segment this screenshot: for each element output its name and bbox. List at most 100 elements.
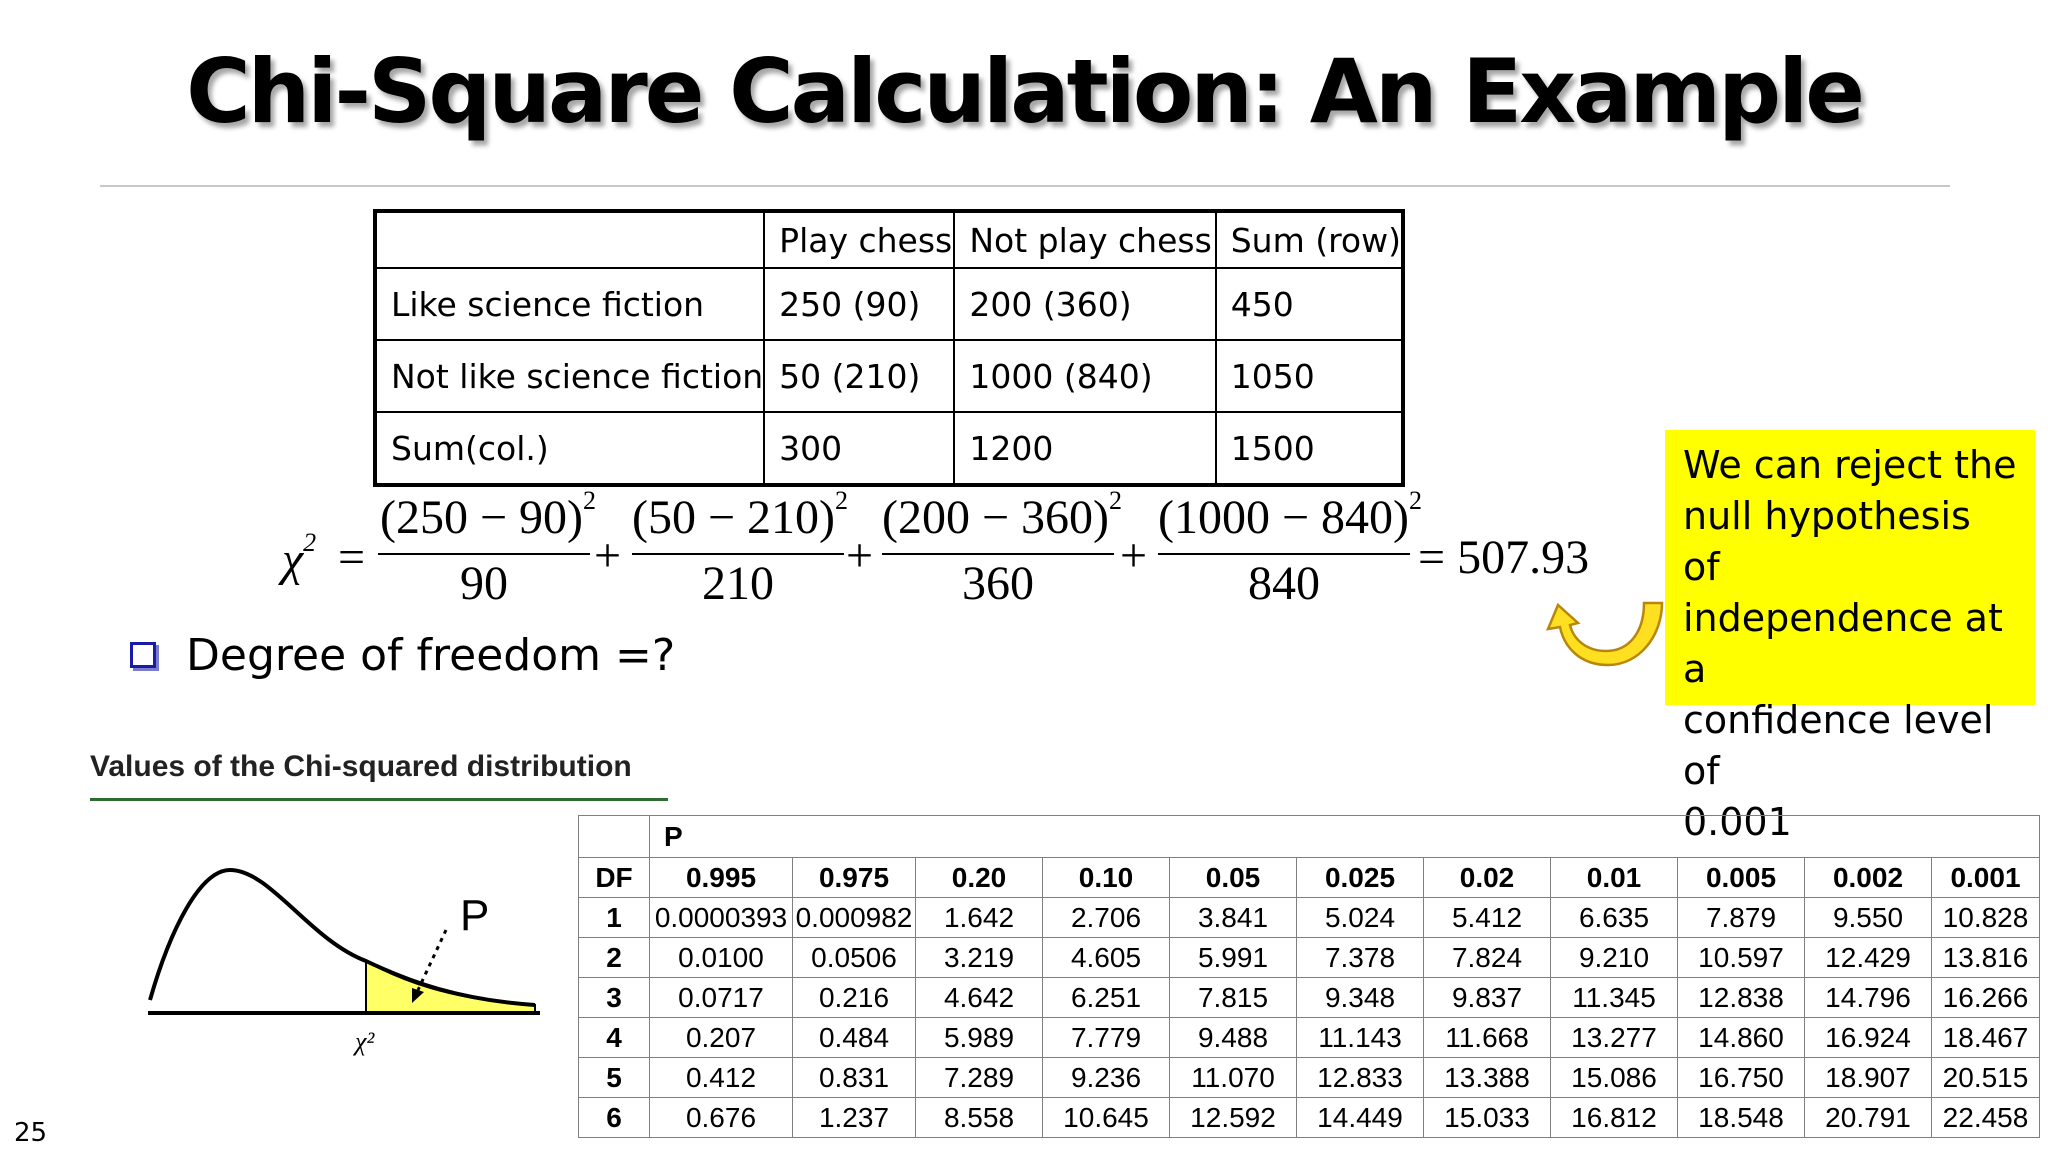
table-cell: 50 (210) [763,339,956,413]
corner-cell [578,815,650,858]
degree-of-freedom-bullet: Degree of freedom =? [130,630,675,681]
table-cell: 13.277 [1550,1017,1678,1058]
table-cell: 1200 [953,411,1217,486]
table-cell: 11.345 [1550,977,1678,1018]
table-cell: 9.236 [1042,1057,1170,1098]
formula-numerator: (1000 − 840)2 [1158,486,1423,544]
chi-square-table: P DF 0.995 0.975 0.20 0.10 0.05 0.025 0.… [578,815,2040,1138]
p-value-header: 0.001 [1931,857,2040,898]
table-cell: 0.000982 [792,897,916,938]
table-cell: 0.676 [649,1097,793,1138]
table-cell: 250 (90) [763,267,956,341]
callout-line: We can reject the [1683,443,2017,487]
df-cell: 6 [578,1097,650,1138]
header-cell-not-play-chess: Not play chess [953,210,1217,269]
df-cell: 4 [578,1017,650,1058]
page-number: 25 [14,1118,48,1148]
table-cell: 0.0506 [792,937,916,978]
header-cell-empty [373,210,766,269]
table-row: 1 0.0000393 0.000982 1.642 2.706 3.841 5… [578,897,2040,938]
p-value-header: 0.05 [1169,857,1297,898]
fraction-bar [632,553,844,555]
table-cell: 11.143 [1296,1017,1424,1058]
u-turn-arrow-icon [1545,601,1664,667]
formula-denominator: 210 [702,557,774,610]
table-cell: 0.831 [792,1057,916,1098]
table-cell: 0.207 [649,1017,793,1058]
chi-square-formula: χ2 = (250 − 90)2 90 + (50 − 210)2 210 + … [0,486,1700,620]
table-cell: 9.550 [1804,897,1932,938]
table-cell: 9.837 [1423,977,1551,1018]
table-cell: 10.645 [1042,1097,1170,1138]
formula-denominator: 360 [962,557,1034,610]
table-cell: 0.412 [649,1057,793,1098]
table-cell: 5.989 [915,1017,1043,1058]
table-cell: 18.907 [1804,1057,1932,1098]
formula-numerator: (200 − 360)2 [882,486,1123,544]
bullet-text: Degree of freedom =? [186,630,676,681]
formula-numerator: (50 − 210)2 [632,486,849,544]
p-value-header: 0.002 [1804,857,1932,898]
row-label: Not like science fiction [373,339,766,413]
table-cell: 300 [763,411,956,486]
header-cell-play-chess: Play chess [763,210,956,269]
table-row: 2 0.0100 0.0506 3.219 4.605 5.991 7.378 … [578,937,2040,978]
table-cell: 6.251 [1042,977,1170,1018]
table-cell: 12.833 [1296,1057,1424,1098]
table-cell: 14.860 [1677,1017,1805,1058]
table-row: 6 0.676 1.237 8.558 10.645 12.592 14.449… [578,1097,2040,1138]
table-cell: 1.642 [915,897,1043,938]
table-cell: 11.070 [1169,1057,1297,1098]
table-cell: 22.458 [1931,1097,2040,1138]
table-cell: 8.558 [915,1097,1043,1138]
table-cell: 20.515 [1931,1057,2040,1098]
table-row: Sum(col.) 300 1200 1500 [373,411,1405,486]
p-value-header: 0.025 [1296,857,1424,898]
table-cell: 450 [1214,267,1405,341]
title-divider [100,185,1950,187]
callout-line: independence at a [1683,596,2003,691]
fraction-bar [1158,553,1410,555]
table-cell: 0.0000393 [649,897,793,938]
table-cell: 12.838 [1677,977,1805,1018]
table-cell: 7.779 [1042,1017,1170,1058]
p-value-header: 0.02 [1423,857,1551,898]
formula-plus: + [846,529,874,582]
df-cell: 2 [578,937,650,978]
table-cell: 0.216 [792,977,916,1018]
fraction-bar [378,553,590,555]
table-cell: 15.086 [1550,1057,1678,1098]
table-cell: 16.924 [1804,1017,1932,1058]
formula-result: = 507.93 [1418,531,1590,584]
table-row: Not like science fiction 50 (210) 1000 (… [373,339,1405,413]
p-value-header: 0.20 [915,857,1043,898]
table-cell: 12.429 [1804,937,1932,978]
table-cell: 5.024 [1296,897,1424,938]
table-cell: 0.0100 [649,937,793,978]
checkbox-bullet-icon [130,642,156,668]
table-cell: 7.815 [1169,977,1297,1018]
heading-underline [90,798,668,801]
callout-line: null hypothesis of [1683,494,1971,589]
table-cell: 9.210 [1550,937,1678,978]
p-value-header: 0.975 [792,857,916,898]
table-cell: 3.841 [1169,897,1297,938]
table-cell: 1.237 [792,1097,916,1138]
table-cell: 20.791 [1804,1097,1932,1138]
df-cell: 1 [578,897,650,938]
table-row: Like science fiction 250 (90) 200 (360) … [373,267,1405,341]
table-cell: 0.484 [792,1017,916,1058]
df-header-cell: DF [578,857,650,898]
table-cell: 5.991 [1169,937,1297,978]
table-cell: 200 (360) [953,267,1217,341]
slide-title: Chi-Square Calculation: An Example [186,40,1865,143]
fraction-bar [882,553,1114,555]
table-cell: 6.635 [1550,897,1678,938]
table-cell: 13.388 [1423,1057,1551,1098]
row-label: Sum(col.) [373,411,766,486]
table-cell: 4.642 [915,977,1043,1018]
p-header-row: P [578,815,2040,858]
table-cell: 16.812 [1550,1097,1678,1138]
table-cell: 16.266 [1931,977,2040,1018]
formula-numerator: (250 − 90)2 [380,486,597,544]
